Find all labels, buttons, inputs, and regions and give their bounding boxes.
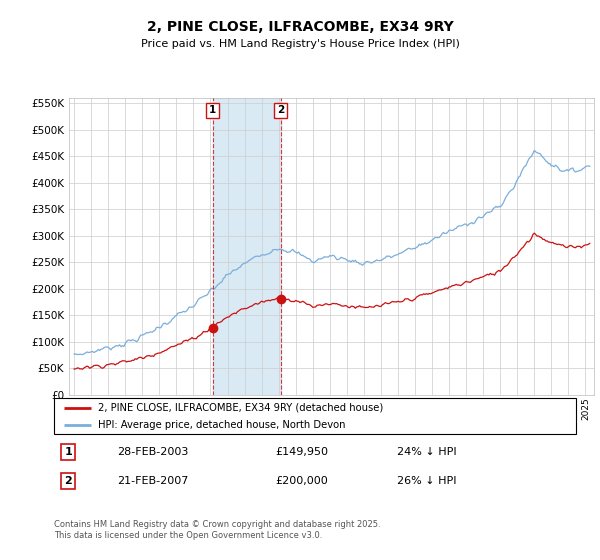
Text: 26% ↓ HPI: 26% ↓ HPI (397, 475, 457, 486)
Bar (212, 98, 281, 395)
Text: 28-FEB-2003: 28-FEB-2003 (118, 447, 189, 457)
Text: 1: 1 (209, 105, 216, 115)
Text: 2: 2 (65, 475, 73, 486)
Text: HPI: Average price, detached house, North Devon: HPI: Average price, detached house, Nort… (98, 419, 346, 430)
Text: 21-FEB-2007: 21-FEB-2007 (118, 475, 189, 486)
Text: £149,950: £149,950 (276, 447, 329, 457)
Text: 24% ↓ HPI: 24% ↓ HPI (397, 447, 457, 457)
Text: Contains HM Land Registry data © Crown copyright and database right 2025.
This d: Contains HM Land Registry data © Crown c… (54, 520, 380, 540)
Text: 1: 1 (65, 447, 73, 457)
FancyBboxPatch shape (54, 398, 576, 434)
Text: 2: 2 (277, 105, 284, 115)
Text: 2, PINE CLOSE, ILFRACOMBE, EX34 9RY (detached house): 2, PINE CLOSE, ILFRACOMBE, EX34 9RY (det… (98, 403, 383, 413)
Text: Price paid vs. HM Land Registry's House Price Index (HPI): Price paid vs. HM Land Registry's House … (140, 39, 460, 49)
Text: £200,000: £200,000 (276, 475, 329, 486)
Text: 2, PINE CLOSE, ILFRACOMBE, EX34 9RY: 2, PINE CLOSE, ILFRACOMBE, EX34 9RY (146, 20, 454, 34)
